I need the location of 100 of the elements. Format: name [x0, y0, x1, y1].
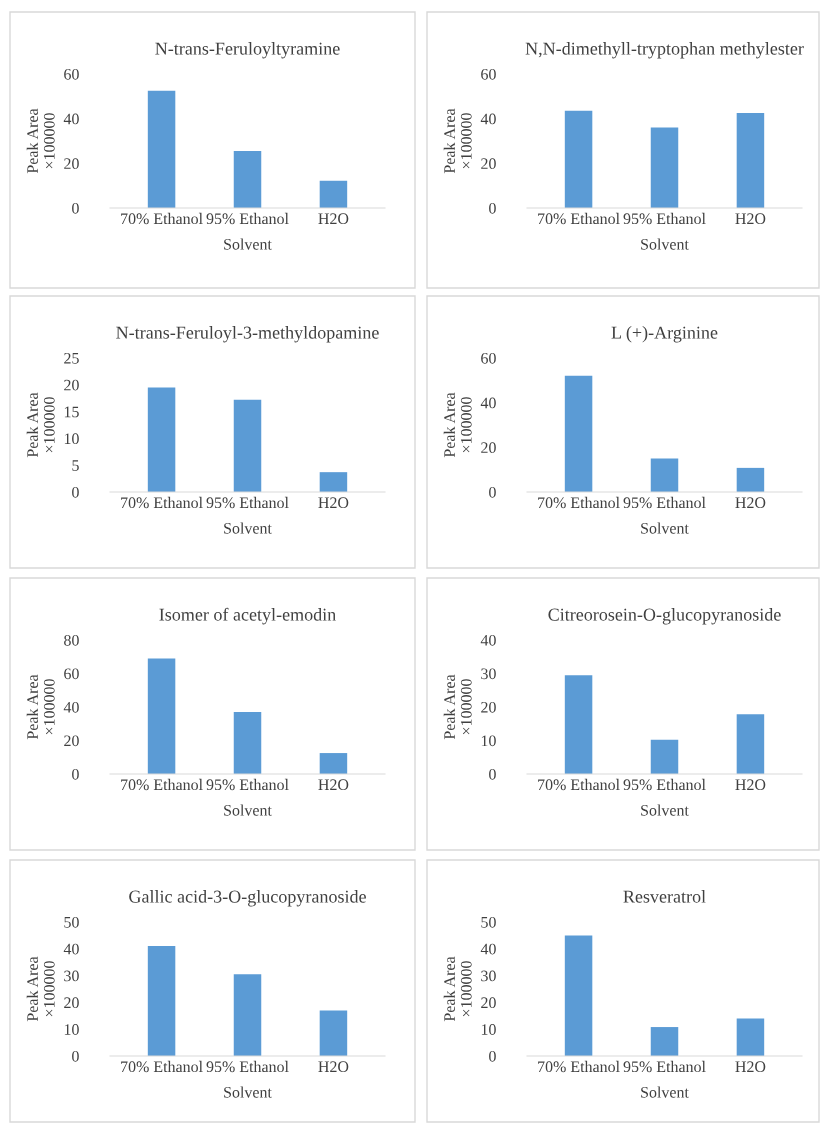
x-tick-label: H2O — [735, 213, 766, 225]
x-axis-title: Solvent — [224, 1086, 272, 1098]
x-tick-label: 95% Ethanol — [623, 212, 706, 225]
y-axis-title: Peak Area ×100000 — [443, 108, 472, 174]
y-tick-label: 30 — [481, 970, 496, 982]
y-tick-label: 60 — [64, 668, 79, 680]
bar — [736, 467, 765, 492]
bar — [233, 974, 262, 1056]
bar — [650, 458, 679, 492]
x-axis-title: Solvent — [641, 522, 689, 534]
y-axis-title: Peak Area ×100000 — [443, 392, 472, 458]
x-tick-label: 95% Ethanol — [206, 496, 289, 509]
bar — [564, 935, 593, 1056]
bar — [319, 472, 348, 492]
y-tick-label: 0 — [72, 768, 79, 780]
x-tick-label: 70% Ethanol — [121, 496, 203, 509]
bar — [736, 113, 765, 208]
chart-title: Citreorosein-O-glucopyranoside — [548, 608, 781, 625]
bar — [564, 110, 593, 208]
bar — [319, 180, 348, 208]
y-tick-label: 40 — [480, 397, 496, 409]
y-tick-label: 20 — [64, 158, 79, 170]
bar — [147, 387, 176, 492]
x-tick-label: 95% Ethanol — [206, 212, 289, 225]
bar — [650, 739, 679, 774]
y-axis-title: Peak Area ×100000 — [26, 674, 55, 740]
y-tick-label: 20 — [481, 442, 496, 454]
y-tick-label: 20 — [64, 997, 79, 1009]
x-tick-label: 70% Ethanol — [121, 1060, 203, 1073]
bar — [564, 375, 593, 492]
x-axis-title: Solvent — [641, 804, 689, 816]
bar — [233, 151, 262, 208]
x-axis-title: Solvent — [641, 1086, 689, 1098]
x-tick-label: 95% Ethanol — [623, 1060, 706, 1073]
y-axis-title: Peak Area ×100000 — [26, 956, 55, 1022]
y-tick-label: 40 — [480, 113, 496, 125]
y-tick-label: 0 — [72, 486, 79, 498]
y-tick-label: 50 — [64, 916, 79, 928]
y-tick-label: 50 — [481, 916, 496, 928]
y-tick-label: 80 — [64, 634, 79, 646]
x-tick-label: 70% Ethanol — [538, 778, 620, 791]
x-tick-label: H2O — [318, 1061, 349, 1073]
x-tick-label: 70% Ethanol — [538, 1060, 620, 1073]
y-tick-label: 60 — [64, 68, 79, 80]
x-tick-label: H2O — [735, 779, 766, 791]
bar — [650, 127, 679, 208]
bar — [147, 658, 176, 774]
chart-title: N,N-dimethyll-tryptophan methylester — [525, 42, 804, 59]
bar — [736, 1018, 765, 1056]
chart-title: N-trans-Feruloyl-3-methyldopamine — [116, 326, 379, 343]
y-tick-label: 10 — [481, 735, 496, 747]
x-tick-label: 70% Ethanol — [538, 496, 620, 509]
x-tick-label: 70% Ethanol — [538, 212, 620, 225]
y-tick-label: 20 — [481, 997, 496, 1009]
x-tick-label: 95% Ethanol — [206, 1060, 289, 1073]
x-tick-label: H2O — [318, 497, 349, 509]
x-tick-label: H2O — [318, 213, 349, 225]
y-axis-title: Peak Area ×100000 — [26, 392, 55, 458]
bar — [319, 1010, 348, 1056]
y-tick-label: 0 — [489, 202, 496, 214]
x-axis-title: Solvent — [224, 522, 272, 534]
y-axis-title: Peak Area ×100000 — [26, 108, 55, 174]
y-tick-label: 20 — [481, 158, 496, 170]
bar — [564, 675, 593, 774]
y-tick-label: 0 — [72, 202, 79, 214]
y-tick-label: 40 — [63, 113, 79, 125]
y-tick-label: 20 — [481, 701, 496, 713]
y-tick-label: 5 — [72, 460, 79, 471]
y-tick-label: 40 — [480, 634, 496, 646]
x-tick-label: 95% Ethanol — [623, 496, 706, 509]
y-tick-label: 20 — [64, 735, 79, 747]
chart-title: Resveratrol — [623, 890, 706, 903]
y-tick-label: 60 — [481, 352, 496, 364]
y-axis-title: Peak Area ×100000 — [443, 674, 472, 740]
bar — [650, 1027, 679, 1056]
y-tick-label: 10 — [64, 1024, 79, 1035]
x-tick-label: 70% Ethanol — [121, 212, 203, 225]
chart-title: Gallic acid-3-O-glucopyranoside — [129, 890, 366, 907]
x-tick-label: 95% Ethanol — [623, 778, 706, 791]
chart-title: L (+)-Arginine — [611, 326, 718, 343]
y-axis-title: Peak Area ×100000 — [443, 956, 472, 1022]
y-tick-label: 30 — [481, 668, 496, 680]
y-tick-label: 40 — [63, 701, 79, 713]
x-axis-title: Solvent — [641, 238, 689, 250]
y-tick-label: 0 — [72, 1050, 79, 1062]
x-tick-label: H2O — [735, 1061, 766, 1073]
x-axis-title: Solvent — [224, 804, 272, 816]
y-tick-label: 60 — [481, 68, 496, 80]
bar — [319, 753, 348, 774]
bar — [736, 714, 765, 774]
bar — [233, 399, 262, 492]
chart-title: Isomer of acetyl-emodin — [159, 607, 336, 625]
bar — [147, 90, 176, 208]
y-tick-label: 15 — [64, 406, 79, 418]
y-tick-label: 20 — [64, 379, 79, 391]
y-tick-label: 40 — [480, 943, 496, 955]
y-tick-label: 10 — [481, 1024, 496, 1035]
x-tick-label: 95% Ethanol — [206, 778, 289, 791]
bar — [147, 946, 176, 1056]
y-tick-label: 30 — [64, 970, 79, 982]
